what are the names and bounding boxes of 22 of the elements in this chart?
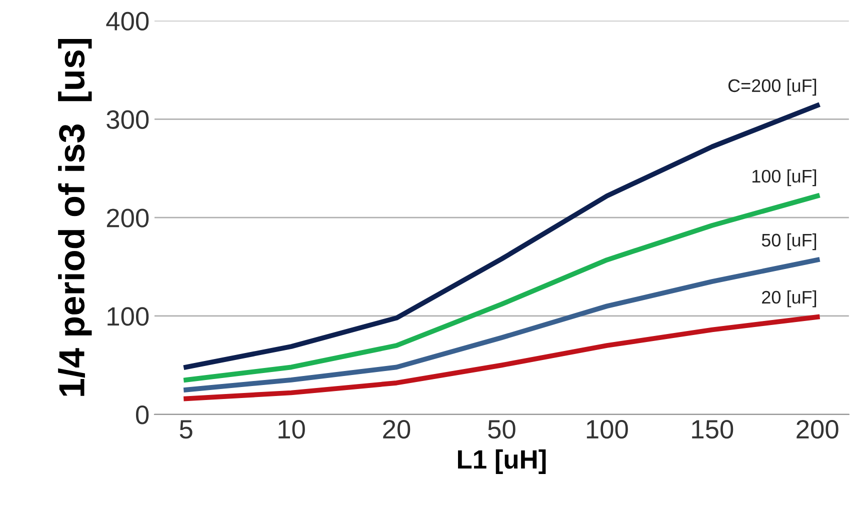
x-tick-label: 200: [796, 420, 838, 439]
x-axis-title: L1 [uH]: [458, 449, 546, 474]
x-tick-label: 20: [383, 420, 410, 439]
line-series: [184, 257, 820, 392]
y-tick-label: 200: [106, 208, 149, 228]
y-tick-label: 400: [106, 12, 149, 31]
series-label: 50 [uF]: [762, 233, 816, 250]
series-label: 100 [uF]: [752, 169, 816, 186]
x-tick-label: 150: [692, 420, 734, 439]
y-tick-label: 100: [108, 307, 149, 326]
line-series: [184, 193, 820, 382]
line-series: [184, 102, 820, 370]
y-tick-label: 300: [106, 110, 149, 129]
y-axis-title: 1/4 period of is3 [us]: [58, 38, 92, 396]
x-tick-label: 10: [278, 420, 305, 439]
series-label: 20 [uF]: [762, 290, 816, 308]
x-tick-label: 100: [586, 420, 628, 439]
x-tick-label: 50: [488, 420, 516, 439]
y-tick-label: 0: [136, 406, 149, 424]
series-label: C=200 [uF]: [728, 78, 816, 96]
line-series: [184, 314, 820, 402]
x-tick-label: 5: [180, 420, 192, 439]
